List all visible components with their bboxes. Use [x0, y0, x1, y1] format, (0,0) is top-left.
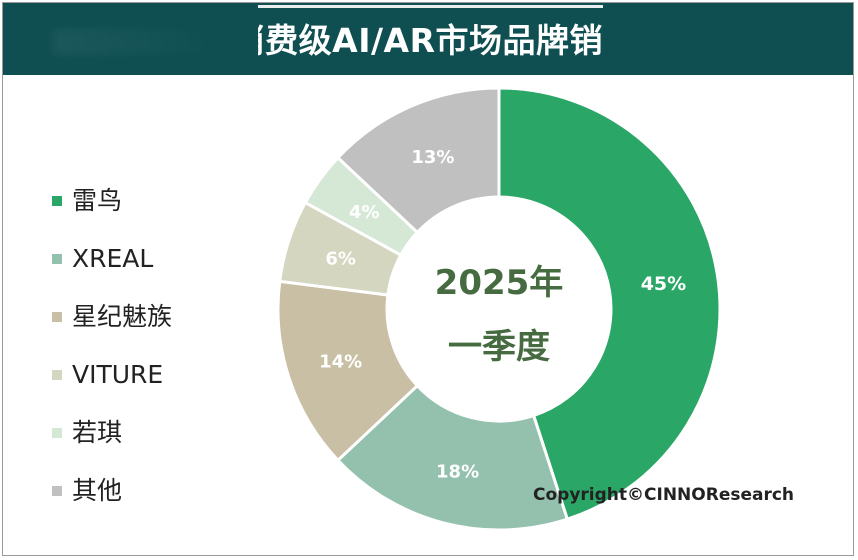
legend-item: VITURE [52, 346, 172, 404]
legend-item: 其他 [52, 462, 172, 520]
slice-data-label: 14% [319, 351, 362, 372]
legend-label: VITURE [72, 360, 164, 389]
slice-data-label: 18% [436, 461, 479, 482]
legend-label: 其他 [72, 476, 123, 505]
legend-swatch [52, 312, 62, 322]
legend-item: 雷鸟 [52, 172, 172, 230]
legend-label: XREAL [72, 244, 154, 273]
center-label: 2025年 [435, 263, 564, 303]
legend-swatch [52, 196, 62, 206]
legend-swatch [52, 254, 62, 264]
title-box: 消费级AI/AR市场品牌销 [258, 3, 603, 75]
legend-label: 雷鸟 [72, 186, 123, 215]
center-label: 一季度 [448, 327, 550, 367]
title-top-bar [258, 5, 603, 8]
legend-swatch [52, 486, 62, 496]
chart-title: 消费级AI/AR市场品牌销 [258, 21, 603, 60]
slice-data-label: 13% [411, 147, 454, 168]
legend: 雷鸟 XREAL 星纪魅族 VITURE 若琪其他 [52, 172, 172, 520]
slice-data-label: 4% [349, 202, 380, 223]
legend-label: 星纪魅族 [72, 302, 173, 331]
title-banner: 消费级AI/AR市场品牌销 [3, 3, 853, 75]
legend-item: XREAL [52, 230, 172, 288]
copyright-text: Copyright©CINNOResearch [533, 485, 795, 505]
blurred-backdrop [53, 29, 223, 55]
slice-data-label: 6% [325, 249, 356, 270]
legend-item: 星纪魅族 [52, 288, 172, 346]
legend-item: 若琪 [52, 404, 172, 462]
legend-swatch [52, 428, 62, 438]
legend-label: 若琪 [72, 418, 123, 447]
legend-swatch [52, 370, 62, 380]
slice-data-label: 45% [641, 273, 686, 295]
donut-hole [387, 197, 611, 421]
